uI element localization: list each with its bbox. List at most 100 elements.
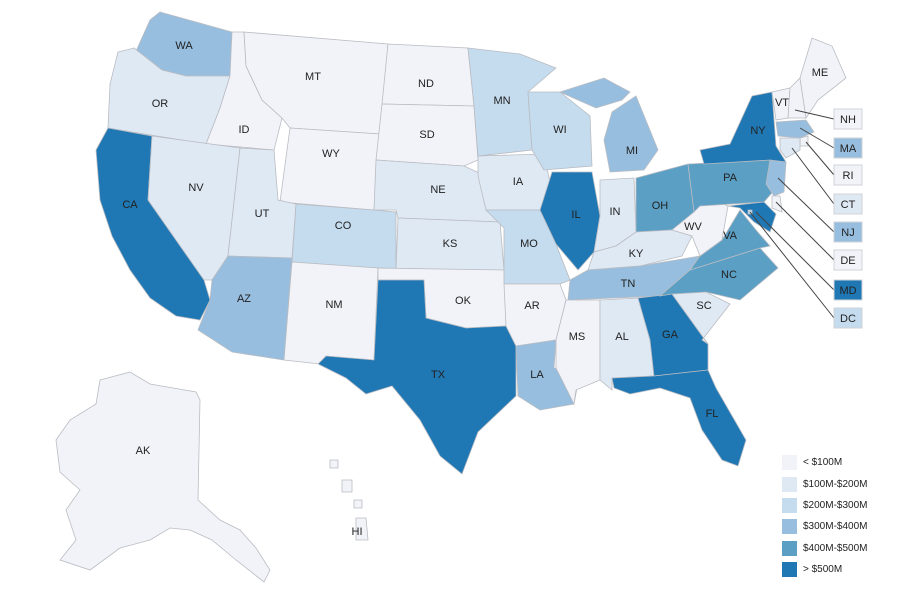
- state-label-nm: NM: [325, 299, 342, 311]
- callout-box-ri[interactable]: [833, 164, 863, 186]
- state-label-sc: SC: [696, 300, 711, 312]
- leader-line-nj: [777, 177, 835, 233]
- state-ny[interactable]: [699, 91, 787, 167]
- legend-swatch: [782, 540, 797, 556]
- leader-line-de: [775, 201, 835, 261]
- legend-item: $200M-$300M: [782, 495, 894, 516]
- state-ak[interactable]: [55, 371, 271, 583]
- state-label-in: IN: [610, 206, 621, 218]
- state-nm[interactable]: [283, 261, 379, 365]
- leader-line-md: [755, 211, 835, 291]
- legend-item: $300M-$400M: [782, 516, 894, 537]
- state-label-az: AZ: [237, 293, 251, 305]
- state-ri[interactable]: [799, 135, 809, 147]
- state-label-ok: OK: [455, 295, 472, 307]
- callout-label-nh: NH: [840, 114, 856, 126]
- state-label-ga: GA: [662, 329, 679, 341]
- state-nj[interactable]: [765, 159, 787, 197]
- state-label-mn: MN: [493, 95, 510, 107]
- states-layer: [55, 11, 847, 583]
- callout-box-md[interactable]: [833, 279, 863, 301]
- state-label-wi: WI: [553, 124, 566, 136]
- legend-swatch: [782, 562, 797, 578]
- legend-swatch: [782, 519, 797, 535]
- state-label-id: ID: [239, 124, 250, 136]
- legend-label: $300M-$400M: [803, 521, 868, 533]
- state-tx[interactable]: [317, 279, 517, 475]
- callout-box-de[interactable]: [833, 249, 863, 271]
- state-nd[interactable]: [381, 43, 475, 107]
- legend-item: > $500M: [782, 559, 894, 580]
- state-label-ks: KS: [443, 238, 458, 250]
- state-label-wv: WV: [684, 221, 702, 233]
- state-label-ne: NE: [430, 184, 445, 196]
- state-label-il: IL: [571, 209, 580, 221]
- state-label-oh: OH: [652, 200, 669, 212]
- state-label-ar: AR: [524, 300, 539, 312]
- state-ma[interactable]: [775, 119, 815, 139]
- leader-line-dc: [749, 211, 835, 319]
- callout-box-ct[interactable]: [833, 193, 863, 215]
- state-label-tn: TN: [621, 278, 636, 290]
- state-label-pa: PA: [723, 172, 738, 184]
- state-label-sd: SD: [419, 129, 434, 141]
- state-label-tx: TX: [431, 369, 446, 381]
- state-label-hi: HI: [352, 526, 363, 538]
- state-label-ia: IA: [513, 176, 524, 188]
- leader-line-ri: [805, 141, 835, 176]
- callout-label-dc: DC: [840, 313, 856, 325]
- leader-line-nh: [794, 109, 835, 120]
- state-label-ut: UT: [255, 208, 270, 220]
- state-label-fl: FL: [706, 408, 719, 420]
- state-hi[interactable]: [329, 459, 369, 541]
- state-label-nv: NV: [188, 182, 204, 194]
- callout-label-ri: RI: [843, 170, 854, 182]
- callout-box-ma[interactable]: [833, 137, 863, 159]
- state-label-ak: AK: [136, 445, 151, 457]
- leader-line-ma: [799, 127, 835, 149]
- state-label-co: CO: [335, 220, 352, 232]
- legend-label: > $500M: [803, 564, 843, 576]
- legend-item: $100M-$200M: [782, 473, 894, 494]
- state-de[interactable]: [771, 195, 783, 213]
- state-label-or: OR: [152, 98, 169, 110]
- state-label-mi: MI: [626, 145, 638, 157]
- callout-leader-lines: [749, 109, 835, 319]
- state-fl[interactable]: [611, 369, 747, 467]
- state-co[interactable]: [291, 203, 397, 271]
- state-il[interactable]: [539, 171, 601, 271]
- legend-label: $200M-$300M: [803, 499, 868, 511]
- callout-box-nj[interactable]: [833, 221, 863, 243]
- state-label-ca: CA: [122, 199, 138, 211]
- callout-label-ct: CT: [841, 199, 856, 211]
- state-label-va: VA: [723, 230, 738, 242]
- state-sd[interactable]: [375, 103, 479, 167]
- state-label-ky: KY: [629, 248, 644, 260]
- legend-label: < $100M: [803, 457, 843, 469]
- callout-label-de: DE: [840, 255, 855, 267]
- callout-box-nh[interactable]: [833, 108, 863, 130]
- callout-label-nj: NJ: [841, 227, 854, 239]
- leader-line-ct: [791, 147, 835, 205]
- callout-box-dc[interactable]: [833, 307, 863, 329]
- legend-item: < $100M: [782, 452, 894, 473]
- legend-label: $400M-$500M: [803, 542, 868, 554]
- legend-swatch: [782, 497, 797, 513]
- legend-swatch: [782, 455, 797, 471]
- state-label-wa: WA: [175, 40, 193, 52]
- legend-swatch: [782, 476, 797, 492]
- state-label-vt: VT: [775, 97, 789, 109]
- legend-item: $400M-$500M: [782, 538, 894, 559]
- state-md[interactable]: [727, 201, 777, 233]
- state-ct[interactable]: [779, 137, 801, 159]
- state-mi[interactable]: [558, 77, 659, 173]
- legend-label: $100M-$200M: [803, 478, 868, 490]
- callout-label-ma: MA: [840, 143, 857, 155]
- state-label-mo: MO: [520, 238, 538, 250]
- state-me[interactable]: [799, 37, 847, 120]
- state-label-la: LA: [530, 369, 544, 381]
- map-legend: < $100M $100M-$200M $200M-$300M $300M-$4…: [782, 452, 894, 580]
- state-label-mt: MT: [305, 71, 321, 83]
- state-wy[interactable]: [279, 127, 381, 211]
- state-label-nc: NC: [721, 269, 737, 281]
